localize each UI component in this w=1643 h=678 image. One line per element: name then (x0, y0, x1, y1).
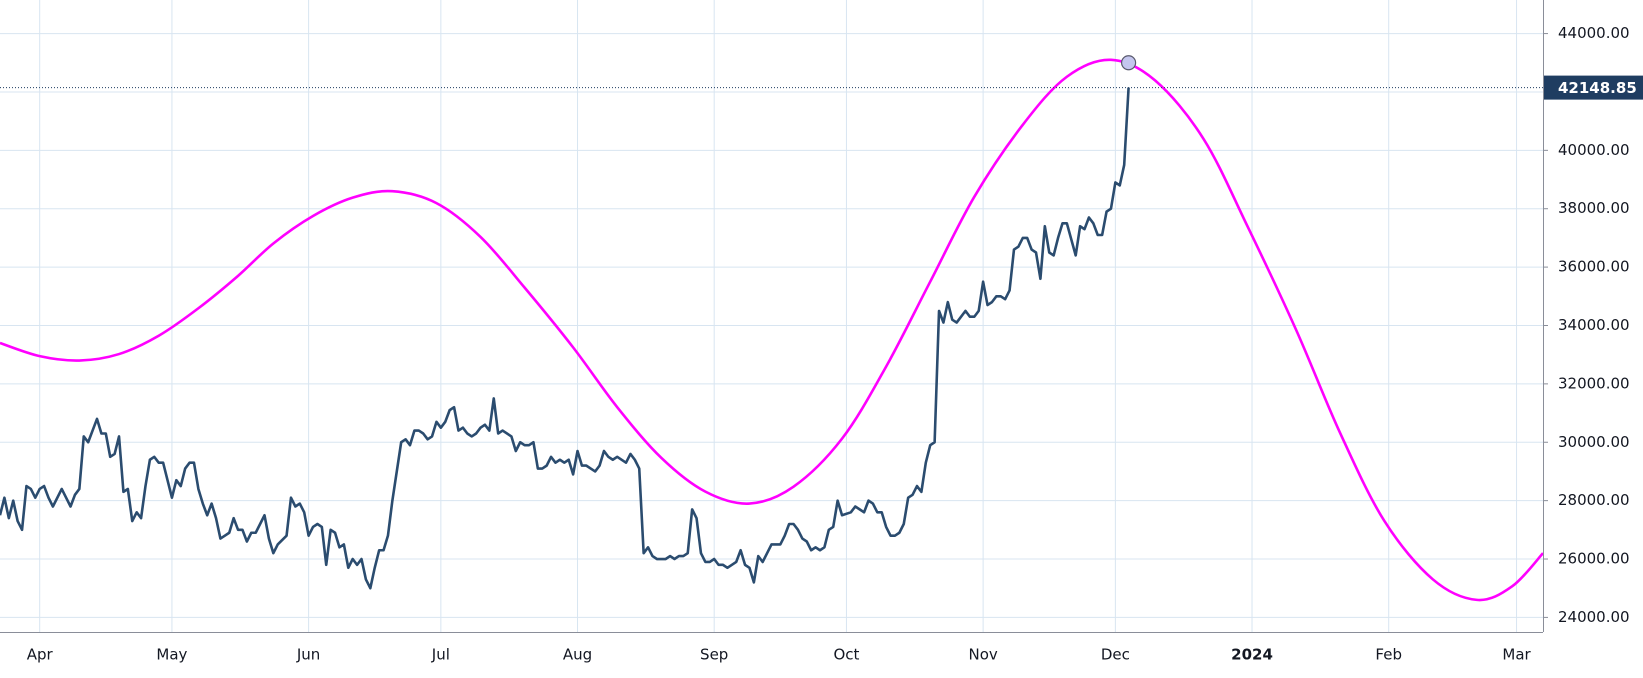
y-tick-label: 30000.00 (1558, 433, 1630, 451)
x-tick-label: Aug (563, 646, 592, 664)
y-tick-label: 28000.00 (1558, 491, 1630, 509)
x-tick-label: May (156, 646, 187, 664)
y-tick-label: 26000.00 (1558, 550, 1630, 568)
x-tick-label: Mar (1502, 646, 1531, 664)
last-price-box (1544, 75, 1643, 100)
y-tick-label: 40000.00 (1558, 141, 1630, 159)
x-tick-label: Feb (1375, 646, 1402, 664)
series-line (0, 87, 1130, 590)
x-tick-label: Jul (431, 646, 450, 664)
last-price-label: 42148.85 (1558, 79, 1637, 97)
y-tick-label: 34000.00 (1558, 316, 1630, 334)
series-marker (1120, 55, 1137, 71)
y-tick-label: 44000.00 (1558, 24, 1630, 42)
x-tick-label: 2024 (1231, 646, 1273, 664)
x-tick-label: Nov (968, 646, 997, 664)
y-tick-label: 38000.00 (1558, 199, 1630, 217)
x-tick-label: Dec (1101, 646, 1130, 664)
x-tick-label: Sep (700, 646, 728, 664)
x-tick-label: Apr (27, 646, 54, 664)
y-tick-label: 36000.00 (1558, 258, 1630, 276)
y-tick-label: 32000.00 (1558, 374, 1630, 392)
x-tick-label: Oct (833, 646, 859, 664)
x-tick-label: Jun (296, 646, 320, 664)
y-tick-label: 24000.00 (1558, 608, 1630, 626)
series-line (0, 58, 1543, 602)
